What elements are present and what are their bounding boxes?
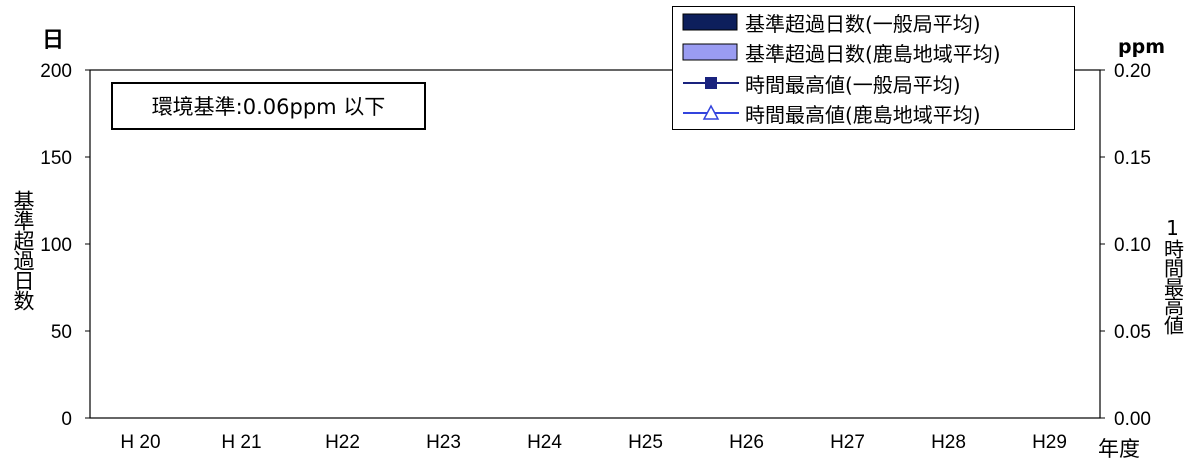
legend-swatch-bar-kashima — [682, 43, 738, 61]
x-tick-label: H22 — [325, 432, 360, 453]
tick-labels: 200 150 100 50 0 0.20 0.15 0.10 0.05 0.00 H 20 H 21… — [40, 61, 1151, 453]
legend-label: 基準超過日数(一般局平均) — [745, 11, 981, 36]
legend-item-line-kashima: 時間最高値(鹿島地域平均) — [681, 99, 1073, 127]
legend-swatch-line-kashima — [683, 104, 739, 120]
x-tick-label: H 21 — [221, 432, 261, 453]
legend-label: 基準超過日数(鹿島地域平均) — [745, 41, 1001, 66]
x-tick-label: H27 — [830, 432, 865, 453]
legend-item-bar-kashima: 基準超過日数(鹿島地域平均) — [681, 38, 1073, 66]
y-right-tick-label: 0.05 — [1114, 322, 1151, 343]
legend-label: 時間最高値(一般局平均) — [745, 72, 961, 97]
x-tick-label: H24 — [527, 432, 562, 453]
legend-swatch-line-general — [683, 77, 739, 89]
y-left-tick-label: 200 — [40, 61, 72, 82]
x-tick-label: H25 — [628, 432, 663, 453]
x-axis-unit: 年度 — [1098, 437, 1140, 461]
legend: 基準超過日数(一般局平均) 基準超過日数(鹿島地域平均) 時間最高値(一般局平均… — [672, 6, 1075, 130]
y-right-tick-label: 0.00 — [1114, 409, 1151, 430]
y-right-tick-label: 0.20 — [1114, 61, 1151, 82]
left-axis-title: 基準超過日数 — [11, 190, 35, 310]
x-tick-label: H23 — [426, 432, 461, 453]
left-axis-unit: 日 — [42, 28, 65, 53]
x-tick-label: H28 — [931, 432, 966, 453]
annotation-text: 環境基準:0.06ppm 以下 — [151, 95, 386, 119]
x-tick-label: H29 — [1032, 432, 1067, 453]
x-tick-label: H 20 — [120, 432, 160, 453]
y-left-tick-label: 0 — [61, 409, 72, 430]
y-right-tick-label: 0.10 — [1114, 235, 1151, 256]
legend-item-bar-general: 基準超過日数(一般局平均) — [681, 8, 1073, 36]
y-left-tick-label: 50 — [51, 322, 72, 343]
y-right-tick-label: 0.15 — [1114, 148, 1151, 169]
y-left-tick-label: 150 — [40, 148, 72, 169]
x-tick-label: H26 — [729, 432, 764, 453]
legend-swatch-bar-general — [682, 13, 738, 31]
right-axis-unit: ppm — [1118, 36, 1165, 58]
right-axis-title: 1時間最高値 — [1160, 216, 1185, 334]
y-left-tick-label: 100 — [40, 235, 72, 256]
legend-label: 時間最高値(鹿島地域平均) — [745, 102, 981, 127]
standard-annotation: 環境基準:0.06ppm 以下 — [111, 82, 426, 130]
legend-item-line-general: 時間最高値(一般局平均) — [681, 69, 1073, 97]
